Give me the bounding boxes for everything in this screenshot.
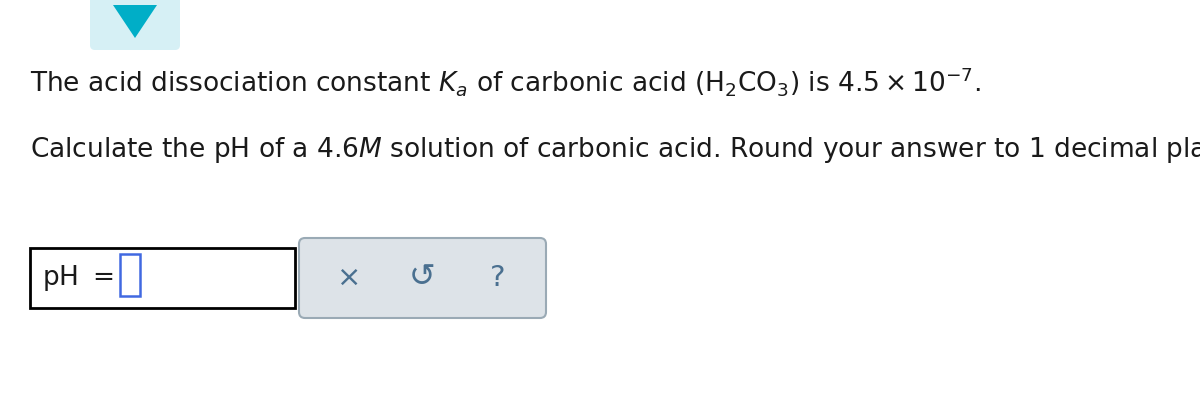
Text: $\times$: $\times$ <box>336 264 359 292</box>
Text: Calculate the pH of a $4.6\mathit{M}$ solution of carbonic acid. Round your answ: Calculate the pH of a $4.6\mathit{M}$ so… <box>30 135 1200 165</box>
FancyBboxPatch shape <box>299 238 546 318</box>
FancyBboxPatch shape <box>90 0 180 50</box>
FancyBboxPatch shape <box>120 254 140 296</box>
Text: pH $=$: pH $=$ <box>42 263 121 293</box>
Text: The acid dissociation constant $K_a$ of carbonic acid $\left(\mathrm{H_2CO_3}\ri: The acid dissociation constant $K_a$ of … <box>30 65 980 98</box>
Text: ↺: ↺ <box>409 263 436 293</box>
FancyBboxPatch shape <box>30 248 295 308</box>
Polygon shape <box>113 5 157 38</box>
Text: ?: ? <box>490 264 505 292</box>
